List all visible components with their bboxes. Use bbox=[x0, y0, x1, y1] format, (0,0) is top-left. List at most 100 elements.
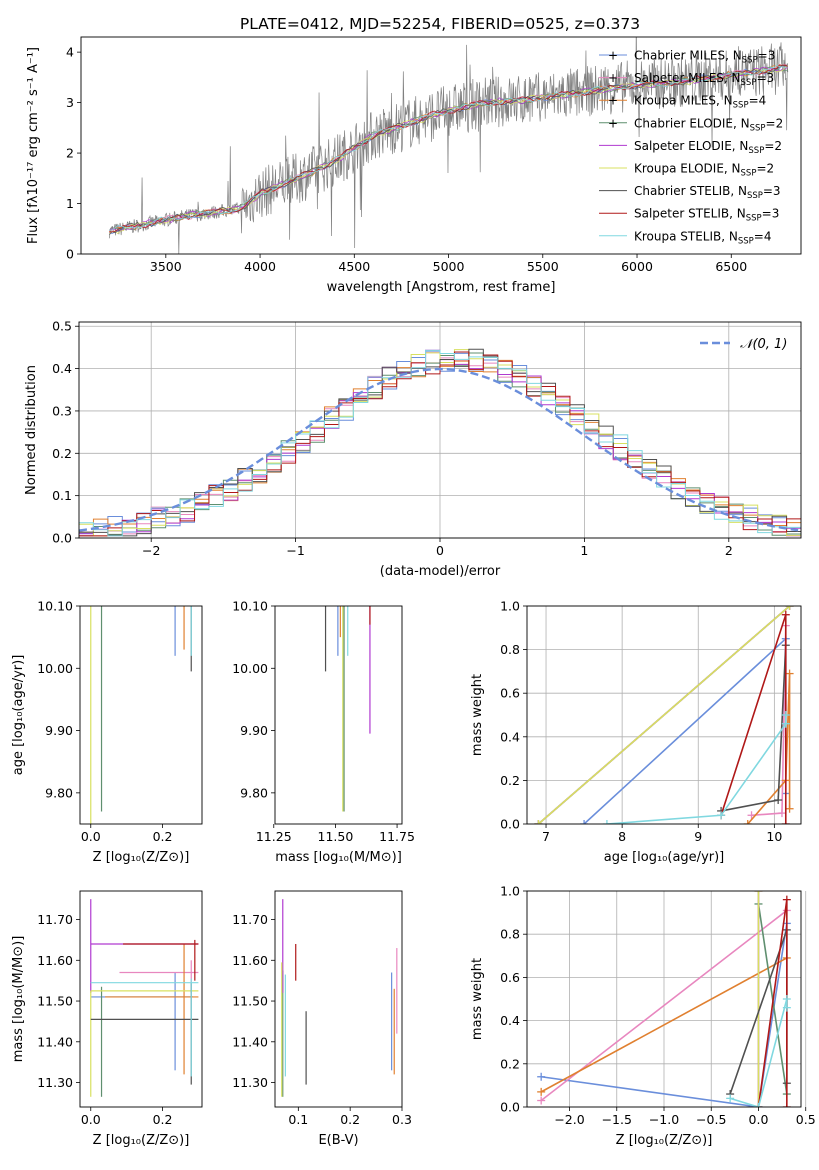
weight-vs-age-plot-frame bbox=[526, 605, 802, 825]
histogram-plot: −2 −1 0 1 2 0.0 0.1 0.2 0.3 0.4 0.5 (data-model)/er… bbox=[24, 319, 802, 579]
weight-vs-z-plot-xtick-label: −1.0 bbox=[649, 1112, 679, 1127]
weight-vs-age-plot-xtick-label: 7 bbox=[542, 829, 550, 844]
mass-vs-ebv-plot-ytick-label: 11.40 bbox=[232, 1034, 268, 1049]
normal-curve bbox=[79, 367, 799, 532]
weight-vs-age-plot-ytick-label: 0.8 bbox=[500, 642, 520, 657]
figure-title: PLATE=0412, MJD=52254, FIBERID=0525, z=0… bbox=[240, 15, 640, 33]
weight-vs-z-plot-xtick-label: −0.5 bbox=[696, 1112, 726, 1127]
legend-marker-salpeter-miles: + bbox=[608, 71, 618, 85]
spectrum-plot-ytick-label: 4 bbox=[66, 45, 74, 60]
model-line-salpeter-stelib bbox=[109, 64, 789, 233]
mass-vs-ebv-plot-xlabel: E(B-V) bbox=[318, 1133, 358, 1148]
spectrum-plot-xtick-label: 6000 bbox=[621, 259, 653, 274]
histogram-plot-xtick-label: −2 bbox=[142, 543, 160, 558]
histogram-plot-xlabel: (data-model)/error bbox=[380, 564, 501, 579]
spectrum-plot-ytick-label: 0 bbox=[66, 247, 74, 262]
mass-vs-ebv-plot: 0.1 0.2 0.3 11.30 11.40 11.50 11.60 11.70 E(B-V) bbox=[232, 890, 412, 1148]
histogram-plot-xtick-label: 2 bbox=[725, 543, 733, 558]
age-vs-z-plot-xtick-label: 0.2 bbox=[153, 829, 173, 844]
mass-vs-z-plot-plot-area bbox=[90, 899, 199, 1097]
weight-vs-age-plot-xtick-label: 9 bbox=[694, 829, 702, 844]
spectrum-plot-frame bbox=[80, 36, 802, 255]
age-vs-z-plot-ylabel: age [log₁₀(age/yr)] bbox=[11, 655, 26, 776]
spectrum-plot-ytick-label: 1 bbox=[66, 196, 74, 211]
age-vs-mass-plot-frame bbox=[274, 605, 403, 825]
weight-vs-z-plot-frame bbox=[526, 890, 802, 1108]
age-vs-mass-plot-ytick-label: 9.90 bbox=[240, 723, 268, 738]
weight-vs-z-plot-plot-area bbox=[537, 891, 791, 1107]
spectrum-plot-xtick-label: 4500 bbox=[338, 259, 370, 274]
age-vs-z-plot-ytick-label: 9.80 bbox=[45, 785, 73, 800]
legend-label-salpeter-miles: Salpeter MILES, NSSP=3 bbox=[634, 71, 774, 88]
weight-vs-z-plot: −2.0 −1.5 −1.0 −0.5 0.0 0.5 0.0 0.2 0.4 0.6 0.8 1.0… bbox=[470, 884, 816, 1149]
weight-vs-z-plot-ytick-label: 0.2 bbox=[500, 1056, 520, 1071]
mass-vs-ebv-plot-ytick-label: 11.70 bbox=[232, 912, 268, 927]
mass-vs-z-plot-frame bbox=[79, 890, 203, 1108]
age-vs-z-plot-ytick-label: 10.10 bbox=[37, 599, 73, 614]
weight-vs-age-plot-ytick-label: 0.2 bbox=[500, 773, 520, 788]
histogram-plot-ytick-label: 0.0 bbox=[52, 531, 72, 546]
weight-vs-z-plot-line-chabrier-miles bbox=[541, 923, 788, 1107]
weight-vs-z-plot-line-kroupa-stelib bbox=[729, 998, 788, 1107]
mass-vs-z-plot-xtick-label: 0.0 bbox=[81, 1112, 101, 1127]
histogram-plot-ytick-label: 0.1 bbox=[52, 488, 72, 503]
model-line-salpeter-elodie bbox=[109, 66, 788, 232]
mass-vs-z-plot-ytick-label: 11.50 bbox=[37, 994, 73, 1009]
legend-label-chabrier-elodie: Chabrier ELODIE, NSSP=2 bbox=[634, 116, 783, 133]
legend-marker-chabrier-miles: + bbox=[608, 49, 618, 63]
weight-vs-z-plot-xtick-label: −1.5 bbox=[602, 1112, 632, 1127]
legend-label-kroupa-stelib: Kroupa STELIB, NSSP=4 bbox=[634, 229, 772, 246]
mass-vs-z-plot: 0.0 0.2 11.30 11.40 11.50 11.60 11.70 Z [log₁₀(… bbox=[11, 890, 203, 1148]
histogram-plot-xtick-label: 0 bbox=[436, 543, 444, 558]
age-vs-z-plot-xlabel: Z [log₁₀(Z/Z⊙)] bbox=[93, 850, 190, 865]
age-vs-mass-plot-ytick-label: 10.10 bbox=[232, 599, 268, 614]
age-vs-z-plot-frame bbox=[79, 605, 203, 825]
age-vs-mass-plot: 11.25 11.50 11.75 9.80 9.90 10.00 10.10 mass [l… bbox=[232, 599, 415, 866]
legend-label-salpeter-stelib: Salpeter STELIB, NSSP=3 bbox=[634, 207, 779, 224]
age-vs-mass-plot-xtick-label: 11.50 bbox=[318, 829, 354, 844]
weight-vs-age-plot-ytick-label: 1.0 bbox=[500, 599, 520, 614]
weight-vs-age-plot-line-kroupa-stelib bbox=[606, 715, 787, 824]
legend-label-kroupa-miles: Kroupa MILES, NSSP=4 bbox=[634, 94, 766, 111]
mass-vs-ebv-plot-xtick-label: 0.1 bbox=[288, 1112, 308, 1127]
legend-normal-label: 𝒩(0, 1) bbox=[740, 337, 787, 352]
age-vs-z-plot-plot-area bbox=[90, 606, 192, 824]
weight-vs-age-plot-plot-area bbox=[534, 606, 794, 824]
histogram-plot-ytick-label: 0.2 bbox=[52, 446, 72, 461]
spectrum-plot-ylabel: Flux [fλ10⁻¹⁷ erg cm⁻² s⁻¹ A⁻¹] bbox=[26, 47, 41, 244]
weight-vs-z-plot-ytick-label: 0.8 bbox=[500, 927, 520, 942]
spectrum-plot: 3500 4000 4500 5000 5500 6000 6500 0 1 2 3 4 wavelen… bbox=[26, 36, 802, 295]
mass-vs-ebv-plot-plot-area bbox=[281, 899, 398, 1097]
legend-label-salpeter-elodie: Salpeter ELODIE, NSSP=2 bbox=[634, 139, 782, 156]
model-line-kroupa-elodie bbox=[109, 65, 789, 235]
weight-vs-z-plot-ytick-label: 0.6 bbox=[500, 970, 520, 985]
spectrum-plot-ytick-label: 2 bbox=[66, 146, 74, 161]
legend-label-kroupa-elodie: Kroupa ELODIE, NSSP=2 bbox=[634, 162, 774, 179]
spectrum-plot-xlabel: wavelength [Angstrom, rest frame] bbox=[327, 280, 556, 295]
spectrum-plot-xtick-label: 6500 bbox=[715, 259, 747, 274]
legend-label-chabrier-stelib: Chabrier STELIB, NSSP=3 bbox=[634, 184, 781, 201]
age-vs-z-plot-xtick-label: 0.0 bbox=[81, 829, 101, 844]
age-vs-mass-plot-plot-area bbox=[324, 606, 371, 812]
mass-vs-ebv-plot-ytick-label: 11.50 bbox=[232, 994, 268, 1009]
weight-vs-age-plot-xtick-label: 10 bbox=[766, 829, 782, 844]
weight-vs-age-plot-ytick-label: 0.6 bbox=[500, 686, 520, 701]
weight-vs-z-plot-ytick-label: 1.0 bbox=[500, 884, 520, 899]
weight-vs-age-plot-line-kroupa-elodie bbox=[537, 606, 791, 824]
histogram-plot-ytick-label: 0.5 bbox=[52, 319, 72, 334]
weight-vs-z-plot-ytick-label: 0.4 bbox=[500, 1013, 520, 1028]
weight-vs-z-plot-xlabel: Z [log₁₀(Z/Z⊙)] bbox=[616, 1133, 713, 1148]
spectrum-plot-xtick-label: 5500 bbox=[527, 259, 559, 274]
histogram-plot-plot-area bbox=[79, 348, 801, 538]
mass-vs-ebv-plot-ytick-label: 11.60 bbox=[232, 953, 268, 968]
spectrum-plot-xtick-label: 5000 bbox=[433, 259, 465, 274]
mass-vs-z-plot-ylabel: mass [log₁₀(M/M⊙)] bbox=[11, 936, 26, 1063]
spectrum-plot-ytick-label: 3 bbox=[66, 95, 74, 110]
age-vs-mass-plot-xtick-label: 11.25 bbox=[256, 829, 292, 844]
weight-vs-z-plot-xtick-label: 0.0 bbox=[749, 1112, 769, 1127]
model-line-kroupa-stelib bbox=[109, 65, 788, 231]
mass-vs-z-plot-ytick-label: 11.60 bbox=[37, 953, 73, 968]
mass-vs-z-plot-ytick-label: 11.30 bbox=[37, 1075, 73, 1090]
legend-marker-kroupa-miles: + bbox=[608, 94, 618, 108]
